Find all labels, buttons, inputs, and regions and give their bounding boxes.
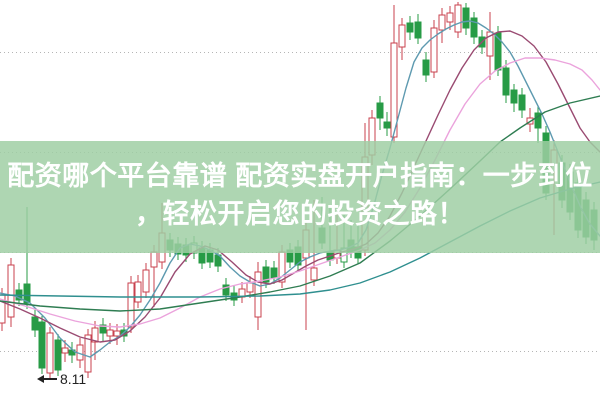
headline-banner: 配资哪个平台靠谱 配资实盘开户指南：一步到位 ，轻松开启您的投资之路！ bbox=[0, 141, 600, 253]
low-price-annotation: 8.11 bbox=[37, 371, 86, 387]
headline-line2: ，轻松开启您的投资之路！ bbox=[135, 199, 465, 229]
headline-line1: 配资哪个平台靠谱 配资实盘开户指南：一步到位 bbox=[7, 161, 593, 191]
low-price-label: 8.11 bbox=[60, 371, 86, 387]
